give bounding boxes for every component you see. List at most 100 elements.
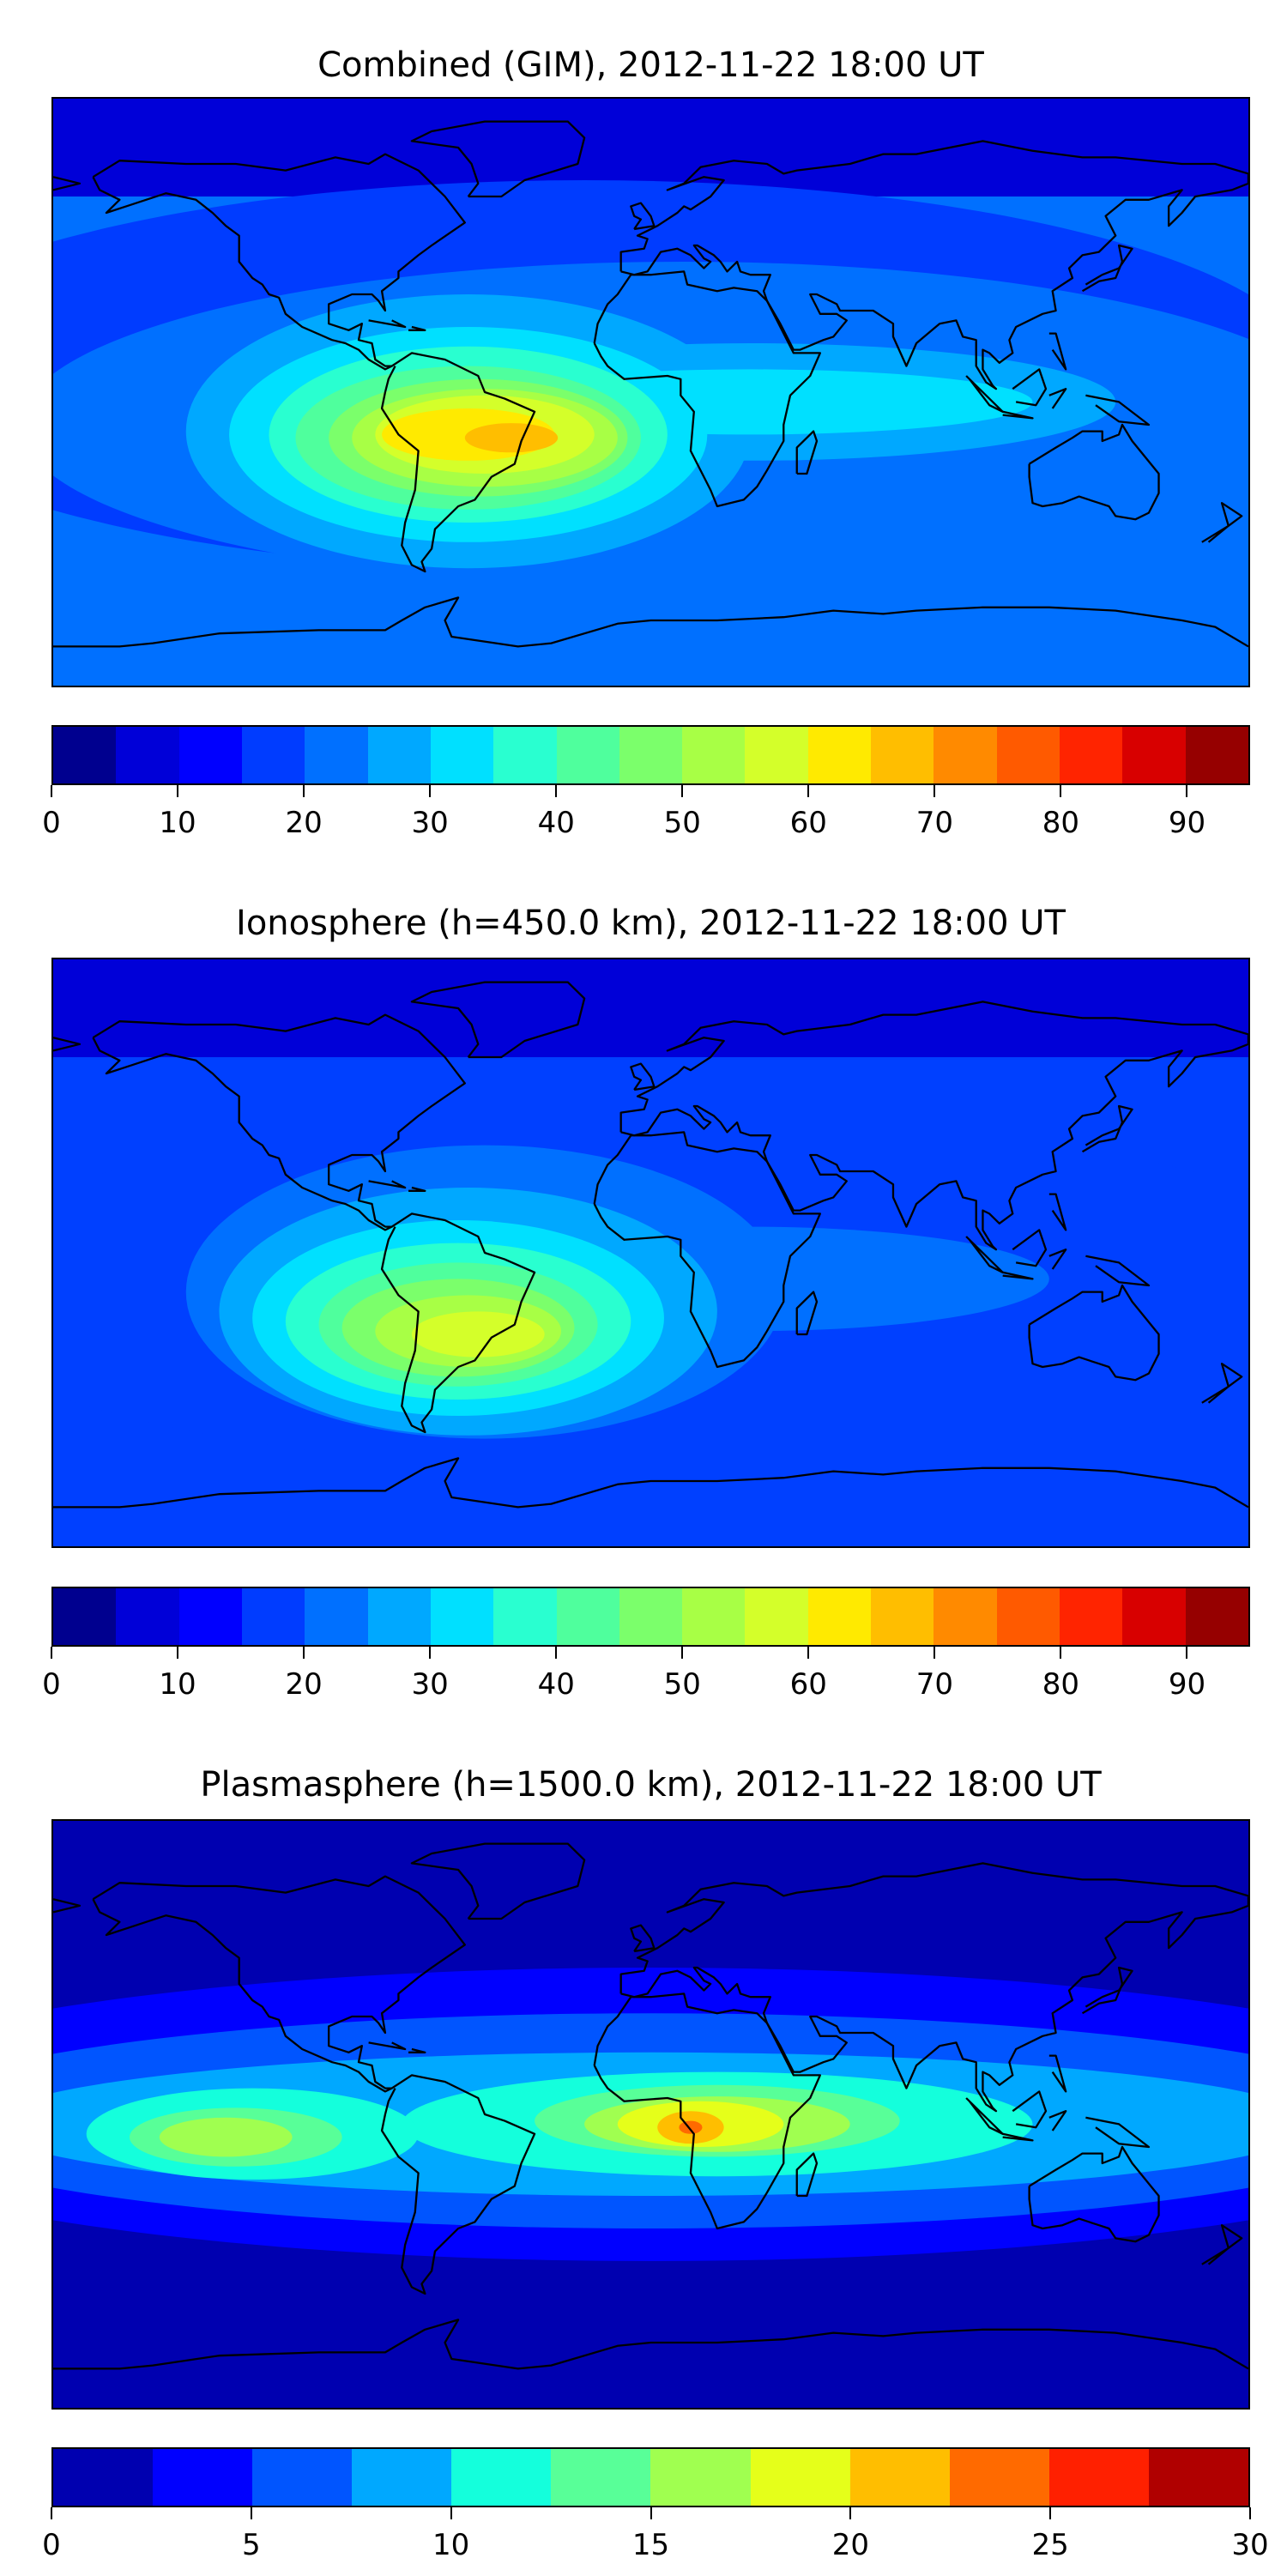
colorbar-tick xyxy=(1249,2507,1251,2519)
tec-contour-region xyxy=(464,423,559,453)
colorbar-level xyxy=(996,727,1060,783)
colorbar-level xyxy=(153,2449,253,2506)
colorbar-level xyxy=(1185,1588,1248,1645)
coastline xyxy=(53,1037,82,1052)
colorbar-tick xyxy=(807,1647,810,1659)
colorbar-level xyxy=(1048,2449,1149,2506)
colorbar-tick xyxy=(849,2507,852,2519)
colorbar-level xyxy=(619,727,683,783)
coastline xyxy=(1081,1104,1133,1153)
coastline xyxy=(410,1842,586,1920)
colorbar-tick xyxy=(303,1647,305,1659)
colorbar-level xyxy=(53,2449,154,2506)
colorbar-tick-label: 30 xyxy=(411,806,449,840)
coastline xyxy=(630,202,656,231)
coastline xyxy=(1085,2116,1151,2149)
colorbar-tick xyxy=(429,785,432,797)
colorbar-tick xyxy=(1186,1647,1188,1659)
colorbar-tick-label: 90 xyxy=(1168,806,1206,840)
colorbar-level xyxy=(619,1588,683,1645)
colorbar-tick xyxy=(681,1647,684,1659)
colorbar-tick-label: 60 xyxy=(789,1667,827,1702)
coastline xyxy=(380,2074,536,2295)
colorbar xyxy=(51,2447,1250,2507)
colorbar-level xyxy=(305,727,368,783)
colorbar-tick-label: 50 xyxy=(663,1667,701,1702)
colorbar-level xyxy=(116,727,179,783)
colorbar-level xyxy=(934,1588,997,1645)
colorbar-level xyxy=(1060,727,1123,783)
colorbar-level xyxy=(682,1588,746,1645)
colorbar-tick-label: 15 xyxy=(631,2528,670,2562)
colorbar-level xyxy=(178,1588,242,1645)
coastline xyxy=(410,981,586,1059)
colorbar-tick xyxy=(1060,1647,1062,1659)
colorbar-level xyxy=(996,1588,1060,1645)
coastline xyxy=(1002,410,1034,420)
panel-title: Ionosphere (h=450.0 km), 2012-11-22 18:0… xyxy=(236,904,1066,943)
colorbar-tick-label: 30 xyxy=(411,1667,449,1702)
coastline xyxy=(795,430,819,475)
colorbar-tick-label: 40 xyxy=(537,806,575,840)
coastline xyxy=(1028,2145,1160,2243)
coastline xyxy=(410,120,586,198)
colorbar-level xyxy=(934,727,997,783)
colorbar-tick xyxy=(1186,785,1188,797)
colorbar-level xyxy=(1148,2449,1248,2506)
colorbar-tick xyxy=(51,2507,52,2519)
colorbar-level xyxy=(807,1588,872,1645)
coastline xyxy=(1028,423,1160,521)
coastline xyxy=(593,1992,822,2230)
colorbar-tick-label: 80 xyxy=(1042,806,1080,840)
colorbar-tick-label: 0 xyxy=(42,2528,61,2562)
colorbar-level xyxy=(849,2449,950,2506)
colorbar-level xyxy=(451,2449,552,2506)
colorbar-level xyxy=(116,1588,179,1645)
colorbar-tick-label: 20 xyxy=(285,806,323,840)
tec-contour-polar xyxy=(53,1821,1248,1919)
colorbar-level xyxy=(241,1588,305,1645)
colorbar-tick xyxy=(51,1647,52,1659)
tec-contour-region xyxy=(411,1311,545,1358)
coastline xyxy=(92,153,466,371)
coastline xyxy=(619,1862,1248,2113)
coastline xyxy=(92,1875,466,2093)
tec-contour-polar xyxy=(53,959,1248,1057)
colorbar-tick xyxy=(303,785,305,797)
coastline xyxy=(1012,368,1048,407)
colorbar-level xyxy=(871,1588,934,1645)
colorbar-tick-label: 0 xyxy=(42,1667,61,1702)
coastline xyxy=(1085,394,1151,426)
colorbar-tick xyxy=(177,1647,179,1659)
colorbar xyxy=(51,725,1250,785)
colorbar-tick xyxy=(934,785,936,797)
coastline xyxy=(408,2047,426,2053)
coastline xyxy=(619,140,1248,390)
coastline xyxy=(1048,1249,1067,1270)
colorbar-level xyxy=(305,1588,368,1645)
colorbar-level xyxy=(650,2449,751,2506)
coastline xyxy=(1012,2090,1048,2129)
colorbar-tick-label: 70 xyxy=(915,1667,953,1702)
colorbar-tick xyxy=(1060,785,1062,797)
colorbar-level xyxy=(252,2449,353,2506)
coastline xyxy=(92,1013,466,1231)
coastline xyxy=(53,596,1248,648)
colorbar-level xyxy=(1060,1588,1123,1645)
colorbar-tick xyxy=(51,785,52,797)
coastline xyxy=(368,2041,407,2051)
colorbar-tick-label: 80 xyxy=(1042,1667,1080,1702)
colorbar-tick-label: 40 xyxy=(537,1667,575,1702)
colorbar-level xyxy=(430,1588,494,1645)
coastline xyxy=(1085,1255,1151,1287)
colorbar-tick-label: 70 xyxy=(915,806,953,840)
coastline xyxy=(795,2152,819,2198)
colorbar-tick xyxy=(555,785,558,797)
coastline xyxy=(630,1924,656,1953)
coastline xyxy=(1048,388,1067,409)
colorbar-tick-label: 20 xyxy=(831,2528,869,2562)
colorbar-tick-label: 10 xyxy=(432,2528,470,2562)
colorbar-ticks: 0 10 20 30 40 50 60 70 80 90 xyxy=(42,785,1250,854)
colorbar-level xyxy=(556,727,619,783)
colorbar-tick xyxy=(450,2507,452,2519)
